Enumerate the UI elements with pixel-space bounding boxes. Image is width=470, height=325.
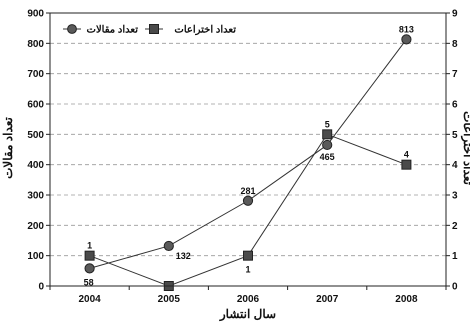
articles-data-label: 813 bbox=[399, 24, 414, 34]
left-tick-label: 500 bbox=[27, 130, 44, 141]
right-tick-label: 2 bbox=[452, 221, 458, 232]
left-tick-labels: 0 100 200 300 400 500 600 700 800 900 bbox=[27, 9, 44, 293]
articles-point bbox=[242, 195, 254, 206]
articles-data-label: 465 bbox=[320, 152, 335, 162]
right-tick-label: 5 bbox=[452, 130, 458, 141]
articles-data-label: 281 bbox=[240, 186, 255, 196]
plot-frame bbox=[49, 12, 447, 287]
right-tick-labels: 0 1 2 3 4 5 6 7 8 9 bbox=[452, 9, 458, 293]
left-tick-label: 200 bbox=[27, 221, 44, 232]
right-tick-label: 8 bbox=[452, 39, 458, 50]
articles-data-label: 58 bbox=[84, 277, 94, 287]
series-lines bbox=[89, 39, 407, 287]
left-tick-label: 400 bbox=[27, 160, 44, 171]
articles-point bbox=[401, 34, 412, 45]
left-tick-label: 900 bbox=[27, 9, 44, 20]
articles-point bbox=[163, 240, 174, 252]
x-tick-label: 2008 bbox=[395, 294, 418, 305]
left-axis-title: تعداد مقالات bbox=[1, 116, 15, 178]
legend-marker-patents bbox=[149, 24, 159, 34]
articles-data-label: 132 bbox=[176, 251, 191, 261]
right-tick-label: 6 bbox=[452, 100, 458, 111]
patents-data-label: 4 bbox=[404, 150, 409, 160]
legend-marker-articles bbox=[67, 24, 77, 34]
legend: تعداد مقالات تعداد اختراعات bbox=[63, 24, 236, 36]
right-tick-label: 3 bbox=[452, 191, 458, 202]
left-tick-label: 800 bbox=[27, 39, 44, 50]
patents-data-label: 1 bbox=[245, 265, 250, 275]
right-tick-label: 7 bbox=[452, 69, 458, 80]
patents-data-label: 1 bbox=[87, 241, 92, 251]
x-tick-label: 2004 bbox=[78, 294, 101, 305]
patents-point bbox=[322, 129, 333, 140]
left-tick-label: 300 bbox=[27, 191, 44, 202]
legend-label-patents: تعداد اختراعات bbox=[174, 25, 236, 36]
right-tick-label: 4 bbox=[452, 160, 458, 171]
x-tick-label: 2005 bbox=[158, 294, 181, 305]
x-tick-label: 2006 bbox=[237, 294, 260, 305]
gridlines bbox=[46, 12, 450, 290]
left-tick-label: 0 bbox=[38, 282, 44, 293]
patents-data-label: 5 bbox=[325, 119, 330, 129]
patents-point bbox=[243, 250, 253, 261]
patents-point bbox=[84, 250, 95, 261]
patents-point bbox=[401, 159, 412, 170]
left-tick-label: 100 bbox=[27, 251, 44, 262]
x-tick-labels: 2004 2005 2006 2007 2008 bbox=[78, 294, 417, 305]
x-axis-title: سال انتشار bbox=[219, 307, 276, 322]
x-tick-label: 2007 bbox=[316, 294, 339, 305]
right-tick-label: 9 bbox=[452, 9, 458, 20]
data-labels: 58 132 281 465 813 1 1 5 4 bbox=[84, 24, 414, 287]
left-tick-label: 700 bbox=[27, 69, 44, 80]
articles-point bbox=[84, 263, 95, 274]
articles-point bbox=[322, 139, 333, 151]
left-tick-label: 600 bbox=[27, 100, 44, 111]
right-tick-label: 0 bbox=[452, 282, 458, 293]
series-line-patents bbox=[89, 133, 407, 287]
legend-label-articles: تعداد مقالات bbox=[87, 25, 139, 36]
right-axis-title: تعداد اختراعات bbox=[460, 111, 470, 186]
series-markers bbox=[84, 34, 412, 291]
right-tick-label: 1 bbox=[452, 251, 458, 262]
